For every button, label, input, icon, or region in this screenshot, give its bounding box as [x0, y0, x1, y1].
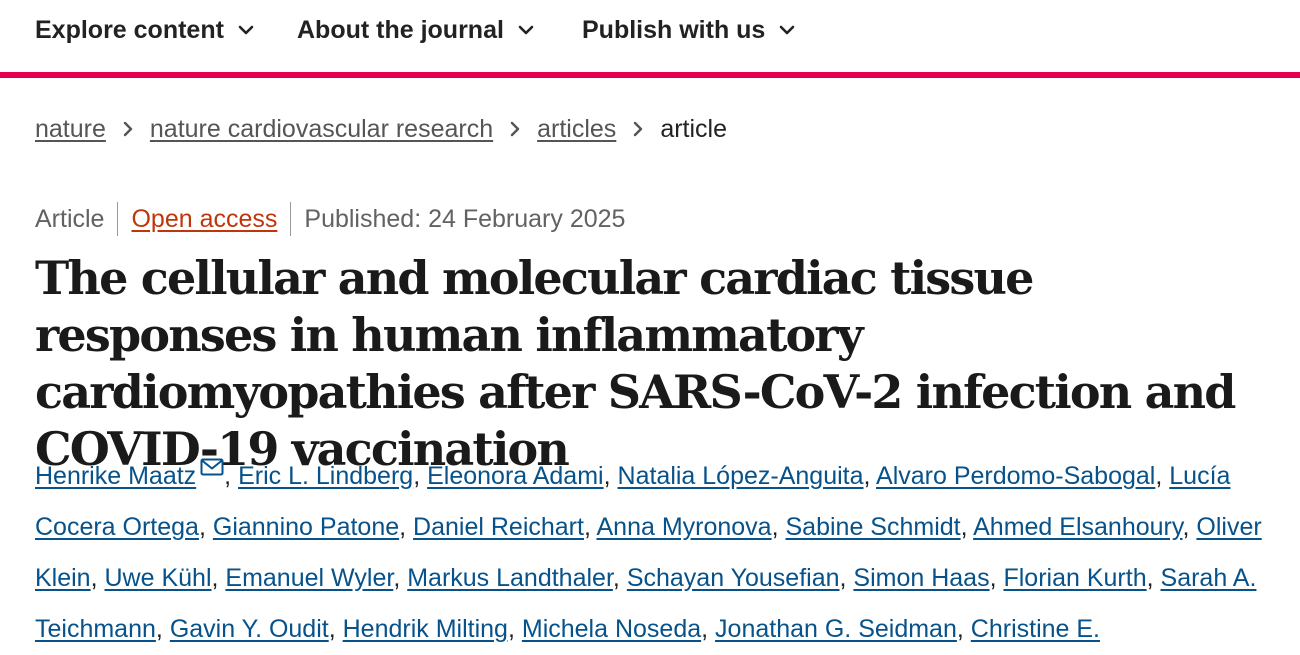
breadcrumb-link-journal[interactable]: nature cardiovascular research [149, 114, 494, 143]
author-link[interactable]: Oliver Klein [35, 513, 1262, 592]
article-title: The cellular and molecular cardiac tissu… [35, 251, 1236, 476]
author-item: Hendrik Milting [343, 615, 508, 643]
published-date: Published: 24 February 2025 [304, 204, 626, 233]
breadcrumb-current: article [660, 114, 727, 143]
author-link[interactable]: Sarah A. Teichmann [35, 564, 1257, 643]
nav-item-label: Publish with us [582, 15, 766, 44]
author-item: Gavin Y. Oudit [170, 615, 329, 643]
author-item: Jonathan G. Seidman [715, 615, 957, 643]
author-link[interactable]: Eleonora Adami [427, 462, 604, 490]
author-item: Michela Noseda [522, 615, 701, 643]
author-link[interactable]: Michela Noseda [521, 615, 702, 643]
author-link[interactable]: Natalia López-Anguita [617, 462, 864, 490]
nav-item-label: About the journal [297, 15, 504, 44]
author-link[interactable]: Uwe Kühl [104, 564, 212, 592]
author-item: Florian Kurth [1003, 564, 1146, 592]
author-link[interactable]: Alvaro Perdomo-Sabogal [876, 462, 1156, 490]
author-link[interactable]: Simon Haas [853, 564, 990, 592]
chevron-right-icon [123, 121, 133, 137]
chevron-down-icon [238, 25, 254, 35]
author-link[interactable]: Schayan Yousefian [626, 564, 840, 592]
author-item: Uwe Kühl [105, 564, 212, 592]
author-link[interactable]: Emanuel Wyler [225, 564, 394, 592]
author-link[interactable]: Christine E. [970, 615, 1100, 643]
chevron-right-icon [510, 121, 520, 137]
chevron-down-icon [780, 25, 795, 35]
mail-icon[interactable] [200, 458, 224, 476]
author-link[interactable]: Sabine Schmidt [785, 513, 961, 541]
author-item: Oliver Klein [35, 513, 1262, 592]
nav-item-label: Explore content [35, 15, 224, 44]
meta-divider [290, 202, 292, 236]
author-item: Christine E. [971, 615, 1100, 643]
author-link[interactable]: Anna Myronova [596, 513, 772, 541]
breadcrumb-link-articles[interactable]: articles [537, 114, 617, 143]
author-item: Sarah A. Teichmann [35, 564, 1256, 643]
author-link[interactable]: Gavin Y. Oudit [169, 615, 329, 643]
author-link[interactable]: Ahmed Elsanhoury [973, 513, 1183, 541]
author-item: Lucía Cocera Ortega [35, 462, 1230, 541]
nav-explore-content[interactable]: Explore content [35, 13, 256, 47]
open-access-link[interactable]: Open access [131, 204, 278, 233]
author-item: Markus Landthaler [407, 564, 613, 592]
author-link[interactable]: Lucía Cocera Ortega [35, 462, 1231, 541]
author-item: Emanuel Wyler [225, 564, 393, 592]
author-link[interactable]: Eric L. Lindberg [238, 462, 414, 490]
author-link[interactable]: Florian Kurth [1003, 564, 1147, 592]
author-item: Ahmed Elsanhoury [973, 513, 1182, 541]
author-link[interactable]: Markus Landthaler [407, 564, 613, 592]
author-link[interactable]: Jonathan G. Seidman [715, 615, 957, 643]
author-item: Sabine Schmidt [786, 513, 961, 541]
author-item: Eric L. Lindberg [238, 462, 413, 490]
chevron-down-icon [518, 25, 534, 35]
author-item: Henrike Maatz [35, 458, 224, 490]
author-list: Henrike Maatz, Eric L. Lindberg, Eleonor… [35, 451, 1275, 655]
article-type: Article [35, 204, 105, 233]
author-item: Natalia López-Anguita [618, 462, 864, 490]
breadcrumb: nature nature cardiovascular research ar… [35, 112, 727, 146]
author-item: Giannino Patone [213, 513, 399, 541]
author-item: Eleonora Adami [427, 462, 604, 490]
breadcrumb-link-nature[interactable]: nature [35, 114, 106, 143]
article-meta: Article Open access Published: 24 Februa… [35, 202, 625, 236]
author-link[interactable]: Hendrik Milting [342, 615, 508, 643]
author-link[interactable]: Giannino Patone [212, 513, 400, 541]
author-link[interactable]: Daniel Reichart [413, 513, 584, 541]
author-item: Anna Myronova [596, 513, 771, 541]
meta-divider [117, 202, 119, 236]
author-item: Simon Haas [853, 564, 989, 592]
author-item: Schayan Yousefian [627, 564, 840, 592]
nav-about-the-journal[interactable]: About the journal [297, 13, 536, 47]
chevron-right-icon [634, 121, 643, 137]
top-navigation: Explore content About the journal Publis… [0, 0, 1300, 78]
nav-publish-with-us[interactable]: Publish with us [582, 13, 797, 47]
author-item: Daniel Reichart [413, 513, 584, 541]
author-link[interactable]: Henrike Maatz [35, 462, 197, 490]
author-item: Alvaro Perdomo-Sabogal [876, 462, 1155, 490]
